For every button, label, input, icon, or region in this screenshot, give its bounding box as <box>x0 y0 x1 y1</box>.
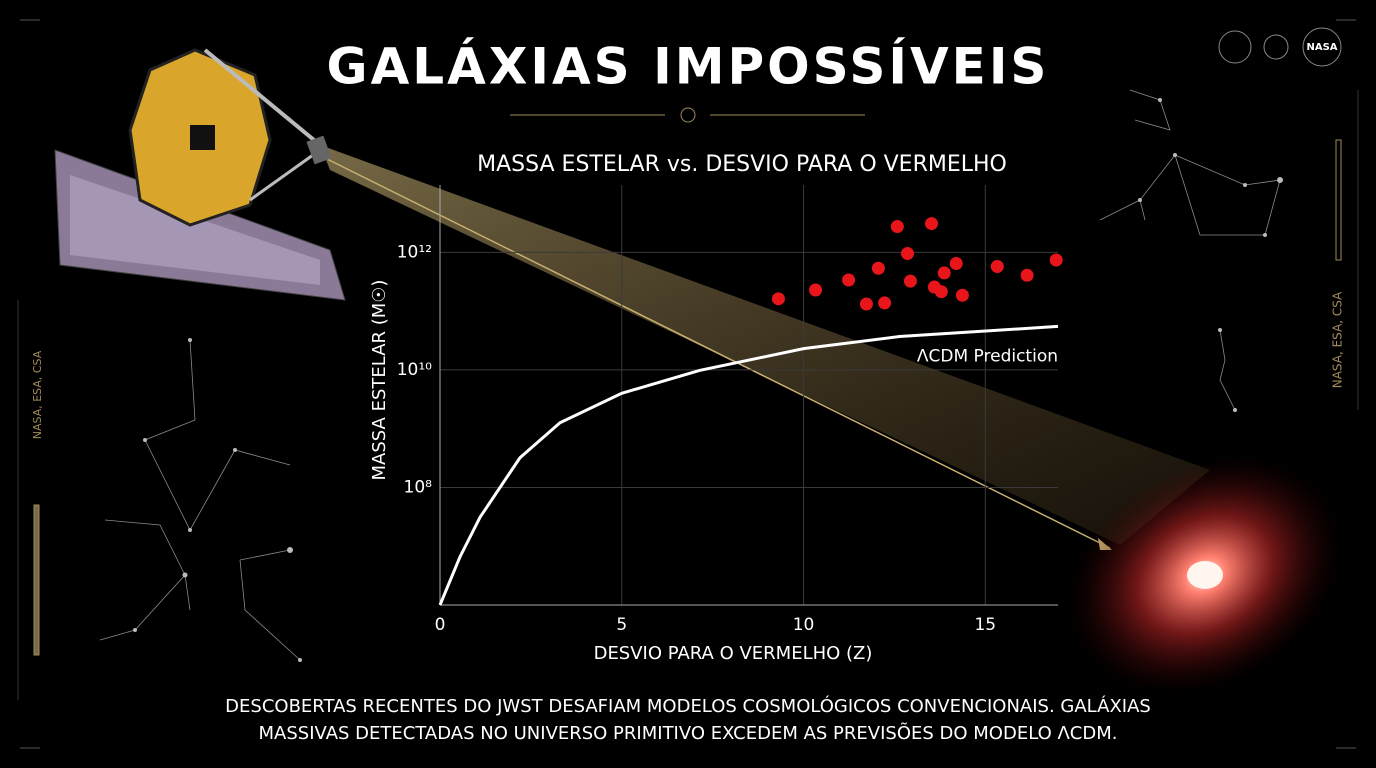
data-point <box>924 217 938 231</box>
model-line <box>438 324 1059 606</box>
data-point <box>771 292 785 306</box>
y-tick-label: 10¹⁰ <box>397 360 432 380</box>
light-beam <box>320 145 1210 545</box>
data-point <box>900 247 914 261</box>
data-point <box>937 266 951 280</box>
data-point <box>955 288 969 302</box>
data-point <box>934 285 948 299</box>
data-point <box>990 259 1004 273</box>
data-point <box>871 261 885 275</box>
data-point <box>949 257 963 271</box>
y-tick-label: 10⁸ <box>404 477 433 497</box>
beam-arrow <box>324 157 1111 549</box>
credit-left: NASA, ESA, CSA <box>31 350 44 439</box>
data-point <box>809 283 823 297</box>
x-tick-label: 5 <box>616 615 627 635</box>
logos <box>1218 27 1342 67</box>
plot: 0 5 10 15 10⁸ 10¹⁰ 10¹² ΛCDM Prediction <box>397 185 1063 635</box>
data-point <box>1020 268 1034 282</box>
data-point <box>842 273 856 287</box>
caption-line: DESCOBERTAS RECENTES DO JWST DESAFIAM MO… <box>225 695 1151 717</box>
x-tick-label: 10 <box>793 615 815 635</box>
line-label: ΛCDM Prediction <box>917 346 1058 366</box>
title: GALÁXIAS IMPOSSÍVEIS <box>327 37 1050 96</box>
constellations <box>99 89 1283 662</box>
data-point <box>1049 253 1063 267</box>
telescope <box>54 48 346 301</box>
x-axis-label: DESVIO PARA O VERMELHO (Z) <box>594 643 873 664</box>
data-point <box>890 220 904 234</box>
x-tick-label: 15 <box>974 615 996 635</box>
y-axis-label: MASSA ESTELAR (M☉) <box>369 280 390 481</box>
y-tick-label: 10¹² <box>397 242 432 262</box>
x-tick-label: 0 <box>435 615 446 635</box>
logo: NASA <box>1306 42 1337 53</box>
data-point <box>878 296 892 310</box>
data-point <box>903 274 917 288</box>
galaxy <box>1067 455 1343 695</box>
credit-right: NASA, ESA, CSA <box>1331 291 1345 388</box>
frame <box>17 19 1359 749</box>
data-point <box>859 297 873 311</box>
caption-line: MASSIVAS DETECTADAS NO UNIVERSO PRIMITIV… <box>259 722 1118 744</box>
chart-title: MASSA ESTELAR vs. DESVIO PARA O VERMELHO <box>477 152 1007 177</box>
title-divider <box>510 107 865 123</box>
